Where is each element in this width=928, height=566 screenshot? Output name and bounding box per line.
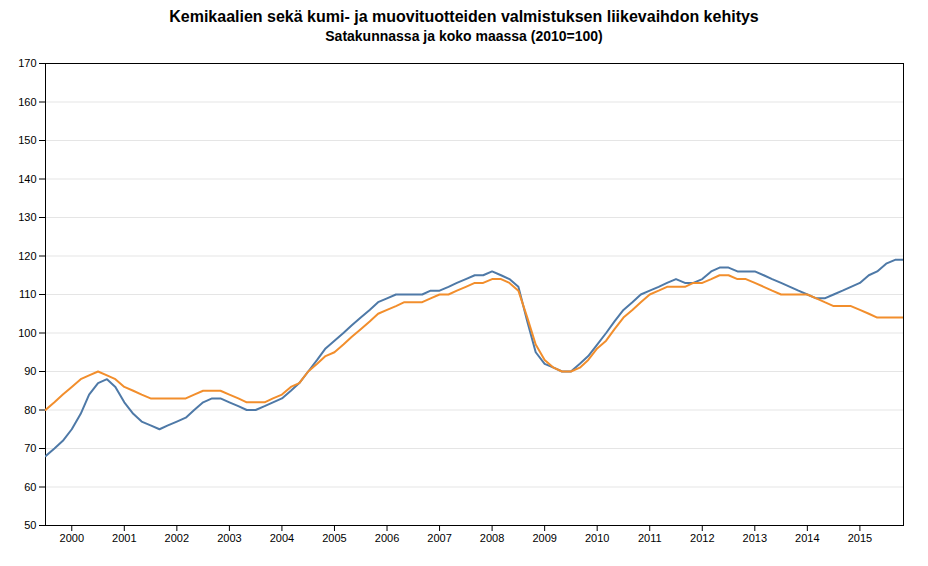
svg-text:150: 150 — [18, 134, 36, 146]
svg-text:2005: 2005 — [322, 532, 346, 544]
svg-text:110: 110 — [19, 288, 37, 300]
svg-text:2011: 2011 — [638, 532, 662, 544]
svg-text:130: 130 — [18, 211, 36, 223]
svg-text:2009: 2009 — [532, 532, 556, 544]
svg-text:2000: 2000 — [60, 532, 84, 544]
svg-text:160: 160 — [18, 96, 36, 108]
svg-text:2007: 2007 — [427, 532, 451, 544]
svg-text:2008: 2008 — [480, 532, 504, 544]
svg-text:60: 60 — [24, 481, 36, 493]
html-text:Satakunnassa ja koko maassa (2: Satakunnassa ja koko maassa (2010=100) — [325, 28, 603, 44]
svg-text:2004: 2004 — [270, 532, 294, 544]
svg-text:170: 170 — [18, 57, 36, 69]
svg-text:90: 90 — [24, 365, 36, 377]
svg-text:2001: 2001 — [112, 532, 136, 544]
svg-text:70: 70 — [24, 442, 36, 454]
svg-text:2013: 2013 — [743, 532, 767, 544]
svg-text:2002: 2002 — [165, 532, 189, 544]
svg-text:2012: 2012 — [690, 532, 714, 544]
svg-text:50: 50 — [24, 519, 36, 531]
svg-text:100: 100 — [18, 327, 36, 339]
svg-text:2015: 2015 — [848, 532, 872, 544]
svg-text:80: 80 — [24, 404, 36, 416]
svg-text:140: 140 — [18, 173, 36, 185]
svg-text:120: 120 — [18, 250, 36, 262]
svg-text:2014: 2014 — [795, 532, 819, 544]
svg-text:2010: 2010 — [585, 532, 609, 544]
html-text:Kemikaalien sekä kumi- ja muov: Kemikaalien sekä kumi- ja muovituotteide… — [169, 8, 759, 25]
svg-text:2006: 2006 — [375, 532, 399, 544]
svg-text:2003: 2003 — [217, 532, 241, 544]
